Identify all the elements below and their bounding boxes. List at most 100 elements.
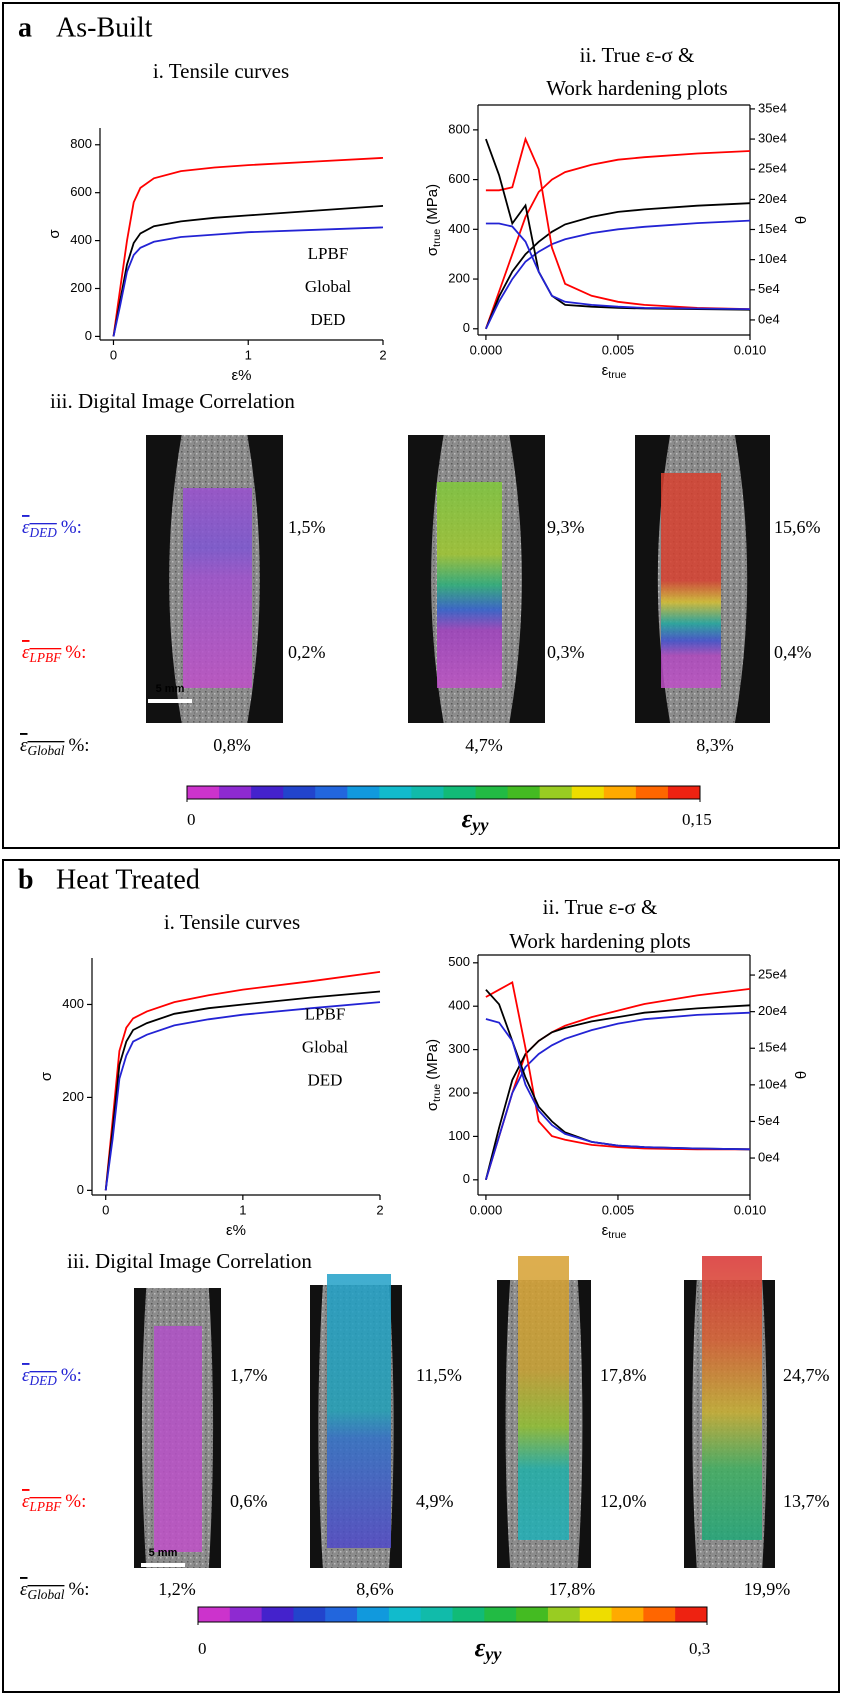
series-line bbox=[485, 136, 751, 310]
strain-value: 0,4% bbox=[774, 642, 812, 662]
y-tick-label: 400 bbox=[62, 996, 84, 1011]
x-tick-label: 2 bbox=[379, 347, 386, 362]
strain-value: 15,6% bbox=[774, 517, 821, 537]
series-line bbox=[485, 1004, 751, 1181]
strain-suffix: %: bbox=[65, 1491, 86, 1512]
y2-tick-label: 30e4 bbox=[758, 131, 787, 146]
colorbar-segment bbox=[484, 1607, 517, 1622]
y-tick-label: 500 bbox=[448, 954, 470, 969]
series-line bbox=[104, 971, 381, 1191]
y2-tick-label: 15e4 bbox=[758, 221, 787, 236]
panel-border bbox=[2, 2, 840, 849]
strain-label: εLPBF%: bbox=[22, 642, 86, 665]
strain-value: 19,9% bbox=[744, 1579, 791, 1599]
colorbar-segment bbox=[187, 786, 220, 799]
axis-label-text: σ bbox=[38, 1071, 55, 1081]
colorbar-segment bbox=[611, 1607, 644, 1622]
axis-label: ε% bbox=[226, 1222, 246, 1239]
panel-title: Heat Treated bbox=[56, 864, 200, 895]
strain-label: εDED%: bbox=[22, 517, 82, 540]
specimen-edge bbox=[635, 435, 671, 723]
axis-label-text: σ bbox=[424, 246, 441, 256]
series-line bbox=[485, 222, 751, 310]
strain-label: εLPBF%: bbox=[22, 1491, 86, 1514]
legend-label: LPBF bbox=[308, 244, 349, 263]
y-tick-label: 200 bbox=[70, 280, 92, 295]
x-tick-label: 0.005 bbox=[602, 342, 635, 357]
y-tick-label: 200 bbox=[448, 270, 470, 285]
specimen-edge bbox=[497, 1280, 511, 1568]
x-tick-label: 0.000 bbox=[470, 1202, 503, 1217]
panel-title: As-Built bbox=[56, 12, 153, 43]
axis-label-text: ε% bbox=[231, 367, 251, 384]
subpanel-title: i. Tensile curves bbox=[164, 910, 300, 934]
x-tick-label: 0.005 bbox=[602, 1202, 635, 1217]
subpanel-title: Work hardening plots bbox=[509, 929, 690, 953]
series-line bbox=[485, 202, 751, 330]
strain-sub: Global bbox=[28, 1587, 65, 1602]
strain-value: 8,3% bbox=[696, 735, 734, 755]
colorbar-segment bbox=[388, 1607, 422, 1622]
subpanel-title: i. Tensile curves bbox=[153, 59, 289, 83]
y2-tick-label: 0e4 bbox=[758, 311, 780, 326]
x-tick-label: 0.010 bbox=[734, 342, 767, 357]
strain-value: 8,6% bbox=[356, 1579, 394, 1599]
strain-overlay bbox=[327, 1274, 391, 1548]
y2-tick-label: 5e4 bbox=[758, 1113, 780, 1128]
x-tick-label: 2 bbox=[376, 1202, 383, 1217]
strain-value: 1,5% bbox=[288, 517, 326, 537]
colorbar-segment bbox=[219, 786, 252, 799]
strain-overlay bbox=[154, 1326, 202, 1552]
colorbar-segment bbox=[603, 786, 637, 799]
colorbar-segment bbox=[251, 786, 284, 799]
y2-tick-label: 10e4 bbox=[758, 251, 787, 266]
axis-label-text: ε bbox=[602, 1222, 609, 1239]
colorbar-segment bbox=[283, 786, 316, 799]
colorbar-segment bbox=[547, 1607, 581, 1622]
colorbar-frame bbox=[186, 785, 701, 800]
colorbar-symbol: ε bbox=[475, 1633, 486, 1662]
series-line bbox=[485, 1018, 751, 1151]
strain-value: 24,7% bbox=[783, 1365, 830, 1385]
x-tick-label: 1 bbox=[245, 347, 252, 362]
axis-label: σtrue (MPa) bbox=[424, 1039, 443, 1111]
axis-label-unit: (MPa) bbox=[424, 184, 441, 225]
y-tick-label: 200 bbox=[448, 1084, 470, 1099]
colorbar-symbol: ε bbox=[462, 804, 473, 833]
axis-label-text: ε bbox=[602, 362, 609, 379]
axis-label: εtrue bbox=[602, 1222, 627, 1241]
specimen-edge bbox=[509, 435, 545, 723]
y2-tick-label: 10e4 bbox=[758, 1076, 787, 1091]
colorbar-segment bbox=[357, 1607, 390, 1622]
scale-bar bbox=[141, 1563, 185, 1567]
colorbar-segment bbox=[325, 1607, 358, 1622]
axis-label: ε% bbox=[231, 367, 251, 384]
legend-label: DED bbox=[308, 1070, 343, 1089]
strain-sub: LPBF bbox=[29, 1499, 63, 1514]
y-tick-label: 800 bbox=[70, 136, 92, 151]
x-tick-label: 0.000 bbox=[470, 342, 503, 357]
strain-symbol: ε bbox=[22, 642, 30, 663]
series-line bbox=[104, 1001, 381, 1191]
axis-label: σ bbox=[46, 229, 63, 239]
panel-label: a bbox=[18, 12, 32, 43]
colorbar-frame bbox=[197, 1606, 708, 1623]
specimen-edge bbox=[577, 1280, 591, 1568]
colorbar-segment bbox=[261, 1607, 294, 1622]
colorbar-tick-label: 0,3 bbox=[689, 1639, 710, 1658]
specimen-edge bbox=[762, 1280, 775, 1568]
axis-label-sub: true bbox=[608, 369, 626, 381]
colorbar-segment bbox=[379, 786, 412, 799]
axis-label-text: θ bbox=[793, 216, 810, 224]
strain-label: εGlobal%: bbox=[20, 735, 90, 758]
strain-value: 4,7% bbox=[465, 735, 503, 755]
axis-label-text: θ bbox=[793, 1071, 810, 1079]
strain-overlay bbox=[702, 1256, 762, 1540]
colorbar-segment bbox=[516, 1607, 549, 1622]
axis-label: θ bbox=[793, 1071, 810, 1079]
strain-label: εDED%: bbox=[22, 1365, 82, 1388]
strain-suffix: %: bbox=[61, 517, 82, 538]
colorbar-segment bbox=[643, 1607, 676, 1622]
colorbar-segment bbox=[411, 786, 444, 799]
